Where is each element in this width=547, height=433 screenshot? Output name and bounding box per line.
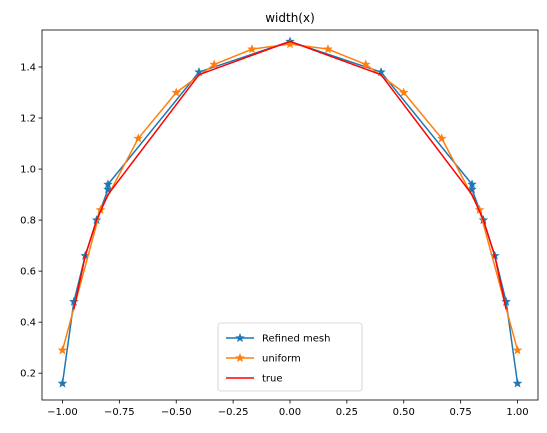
y-tick-label: 1.0	[20, 165, 36, 176]
data-point	[398, 87, 409, 97]
x-tick-label: −0.75	[104, 407, 135, 418]
data-point	[323, 44, 333, 54]
y-tick-label: 0.8	[20, 216, 36, 227]
data-point	[69, 296, 79, 306]
data-point	[512, 345, 523, 355]
x-tick-label: 1.00	[506, 407, 528, 418]
data-point	[512, 378, 523, 388]
x-tick-label: 0.75	[450, 407, 472, 418]
legend-marker-1	[235, 352, 245, 363]
y-tick-label: 0.6	[20, 267, 36, 278]
chart-title: width(x)	[265, 11, 315, 25]
legend-box	[217, 322, 363, 392]
y-tick-label: 0.2	[20, 369, 36, 380]
data-point	[467, 184, 477, 194]
data-point	[103, 179, 113, 189]
data-point	[57, 378, 68, 388]
legend-label-2: true	[262, 374, 283, 385]
legend: Refined mesh uniform true	[217, 322, 363, 392]
legend-label-0: Refined mesh	[262, 334, 330, 345]
x-tick-label: 0.50	[393, 407, 415, 418]
plot-series	[57, 36, 523, 388]
x-tick-label: 0.25	[336, 407, 358, 418]
data-point	[171, 87, 182, 97]
x-tick-label: −0.50	[161, 407, 192, 418]
legend-label-1: uniform	[262, 354, 301, 365]
data-point	[247, 44, 257, 54]
data-point	[103, 184, 113, 194]
x-tick-label: −0.25	[218, 407, 249, 418]
x-tick-label: 0.00	[279, 407, 301, 418]
data-point	[501, 296, 511, 306]
series-line-2	[73, 40, 507, 310]
x-tick-label: −1.00	[47, 407, 78, 418]
data-point	[436, 133, 447, 143]
x-axis-ticks: −1.00 −0.75 −0.50 −0.25 0.00 0.25 0.50 0.75 1.00	[47, 400, 529, 418]
data-point	[360, 59, 371, 69]
data-point	[209, 59, 220, 69]
data-point	[57, 345, 68, 355]
y-axis-ticks: 0.2 0.4 0.6 0.8 1.0 1.2 1.4	[20, 63, 42, 380]
y-tick-label: 1.4	[20, 63, 36, 74]
y-tick-label: 1.2	[20, 114, 36, 125]
legend-marker-0	[235, 332, 245, 343]
data-point	[133, 133, 144, 143]
series-line-1	[61, 43, 519, 351]
y-tick-label: 0.4	[20, 318, 36, 329]
